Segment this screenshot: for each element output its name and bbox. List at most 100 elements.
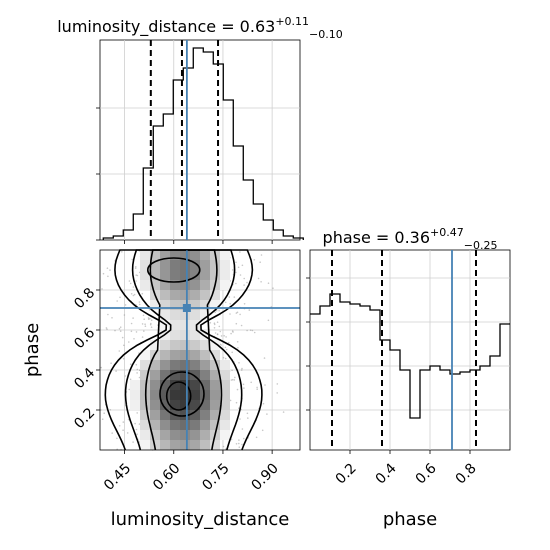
p2-density-cell <box>180 340 190 350</box>
p2-density-cell <box>190 290 200 300</box>
p2-density-cell <box>160 390 170 400</box>
p2-sample-347 <box>216 321 219 324</box>
p2-density-cell <box>140 270 150 280</box>
p2-sample-679 <box>240 369 243 371</box>
p2-sample-59 <box>136 433 138 436</box>
p2-sample-325 <box>238 407 240 410</box>
p2-sample-660 <box>250 381 252 384</box>
p2-sample-81 <box>229 313 231 315</box>
p2-sample-745 <box>119 326 122 329</box>
p2-density-cell <box>190 420 200 430</box>
x-axis-label-phase: phase <box>383 509 437 530</box>
p2-sample-600 <box>225 348 228 351</box>
p2-sample-464 <box>272 287 274 290</box>
p2-sample-21 <box>231 369 233 372</box>
p2-sample-577 <box>241 443 243 446</box>
p2-sample-210 <box>260 281 262 283</box>
p2-sample-255 <box>118 327 121 330</box>
p2-sample-258 <box>124 375 127 377</box>
p2-density-cell <box>220 370 230 380</box>
p2-sample-52 <box>257 277 260 280</box>
p2-density-cell <box>170 310 180 320</box>
p2-sample-777 <box>131 258 133 261</box>
p2-density-cell <box>160 420 170 430</box>
p2-density-cell <box>180 400 190 410</box>
p2-sample-222 <box>123 344 125 347</box>
p2-density-cell <box>210 390 220 400</box>
p2-density-cell <box>200 360 210 370</box>
p2-sample-274 <box>238 362 240 364</box>
p2-sample-244 <box>238 442 240 445</box>
p2-density-cell <box>190 300 200 310</box>
p2-density-cell <box>210 400 220 410</box>
p2-density-cell <box>150 300 160 310</box>
p2-sample-778 <box>102 272 105 275</box>
p2-sample-160 <box>224 357 227 360</box>
p2-sample-481 <box>239 313 241 316</box>
p2-density-cell <box>160 290 170 300</box>
p2-sample-246 <box>243 277 245 280</box>
x-axis-label-luminosity-distance: luminosity_distance <box>111 509 290 530</box>
p2-sample-809 <box>126 432 129 434</box>
p2-density-cell <box>150 250 160 260</box>
p2-density-cell <box>170 400 180 410</box>
p2-sample-487 <box>261 429 264 432</box>
joint-panel-frame <box>99 249 301 451</box>
p2-sample-486 <box>106 267 109 270</box>
y-tick-label-0.8: 0.8 <box>71 285 98 312</box>
p2-sample-650 <box>230 332 232 335</box>
p2-sample-825 <box>237 266 240 269</box>
p2-sample-849 <box>253 259 256 261</box>
p2-sample-419 <box>236 311 239 314</box>
p2-sample-84 <box>130 293 133 295</box>
p2-density-cell <box>190 260 200 270</box>
p2-sample-641 <box>231 269 234 271</box>
p2-density-cell <box>200 260 210 270</box>
p2-sample-441 <box>147 318 150 321</box>
p2-density-cell <box>190 410 200 420</box>
p2-sample-141 <box>276 383 279 385</box>
p2-density-cell <box>160 350 170 360</box>
p2-density-cell <box>200 330 210 340</box>
p2-sample-205 <box>119 296 121 299</box>
p2-sample-94 <box>247 417 249 419</box>
p2-density-cell <box>190 380 200 390</box>
phase-x-tick-label-0.4: 0.4 <box>373 460 400 487</box>
p2-sample-437 <box>138 441 141 443</box>
luminosity-distance-histogram <box>102 47 304 240</box>
joint-truth-crosshair <box>100 250 300 450</box>
p2-density-cell <box>170 370 180 380</box>
p2-density-cell <box>180 270 190 280</box>
p2-sample-573 <box>123 314 126 316</box>
p2-sample-276 <box>141 323 144 325</box>
p2-sample-283 <box>101 288 103 290</box>
p2-sample-65 <box>276 392 279 394</box>
p2-sample-604 <box>229 399 232 402</box>
p2-density-cell <box>140 360 150 370</box>
p2-density-cell <box>200 410 210 420</box>
p2-sample-288 <box>111 432 113 434</box>
p2-density-cell <box>200 440 210 450</box>
p2-density-cell <box>180 440 190 450</box>
p2-density-cell <box>210 350 220 360</box>
p2-density-cell <box>220 410 230 420</box>
p2-sample-349 <box>150 319 153 322</box>
p2-sample-796 <box>215 309 218 312</box>
p2-sample-634 <box>267 282 270 285</box>
p2-sample-56 <box>138 303 141 306</box>
p2-sample-671 <box>107 313 109 316</box>
p2-density-cell <box>200 400 210 410</box>
p2-density-cell <box>200 310 210 320</box>
p2-sample-879 <box>223 335 225 337</box>
p2-density-cell <box>140 440 150 450</box>
p2-contour-core-high <box>146 257 201 283</box>
p2-sample-566 <box>225 336 227 338</box>
p2-sample-363 <box>143 330 145 332</box>
y-tick-label-0.2: 0.2 <box>71 405 98 432</box>
p2-density-cell <box>160 270 170 280</box>
p2-sample-742 <box>249 329 252 332</box>
p2-sample-280 <box>213 327 216 329</box>
p2-sample-358 <box>138 376 141 379</box>
p2-sample-698 <box>229 302 231 305</box>
p2-density-cell <box>150 410 160 420</box>
